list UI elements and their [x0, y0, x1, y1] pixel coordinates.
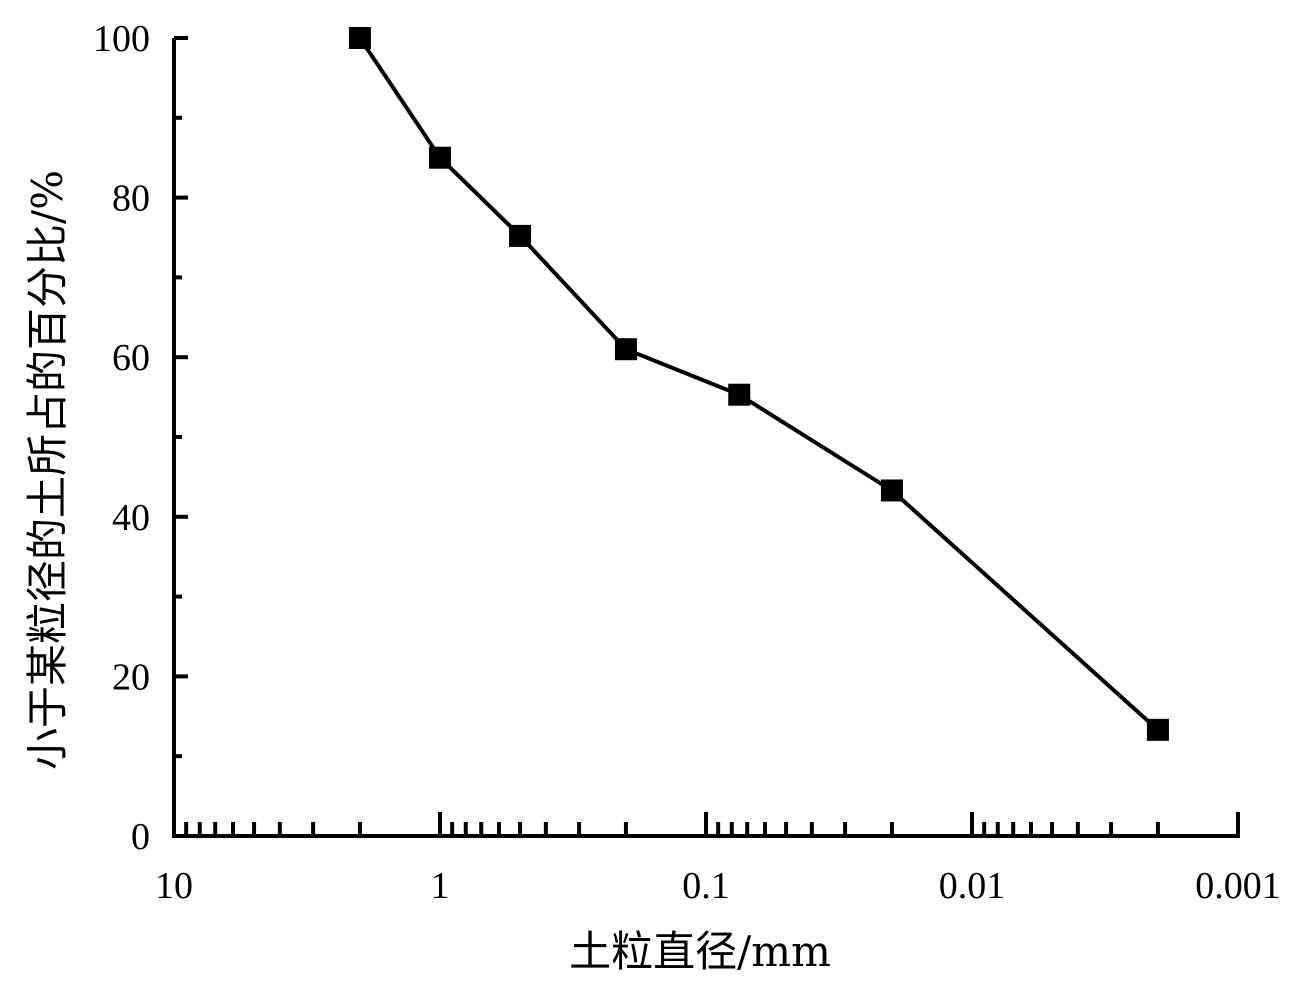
- y-tick-label: 0: [131, 816, 150, 858]
- data-point: [728, 383, 751, 406]
- axes: [172, 38, 1240, 838]
- data-point: [348, 27, 371, 49]
- x-axis-label: 土粒直径/mm: [569, 927, 831, 976]
- y-axis-label: 小于某粒径的土所占的百分比/%: [23, 170, 72, 770]
- x-tick-label: 0.001: [1195, 865, 1281, 907]
- y-tick-label: 100: [93, 18, 150, 60]
- y-tick-labels: 0 20 40 60 80 100: [93, 18, 150, 858]
- data-point: [880, 479, 903, 502]
- y-tick-label: 20: [112, 656, 150, 698]
- data-point: [1146, 718, 1169, 741]
- x-tick-labels: 10 1 0.1 0.01 0.001: [155, 865, 1281, 907]
- y-tick-label: 40: [112, 497, 150, 539]
- data-point: [509, 224, 532, 247]
- x-tick-label: 0.01: [939, 865, 1006, 907]
- x-tick-label: 0.1: [682, 865, 730, 907]
- data-markers: [348, 27, 1169, 741]
- x-tick-label: 10: [155, 865, 193, 907]
- x-ticks: [184, 812, 1240, 836]
- x-tick-label: 1: [431, 865, 450, 907]
- y-tick-label: 80: [112, 178, 150, 220]
- data-point: [614, 338, 637, 361]
- y-ticks: [174, 36, 188, 838]
- data-point: [429, 146, 451, 169]
- y-tick-label: 60: [112, 337, 150, 379]
- series-line: [358, 36, 1160, 732]
